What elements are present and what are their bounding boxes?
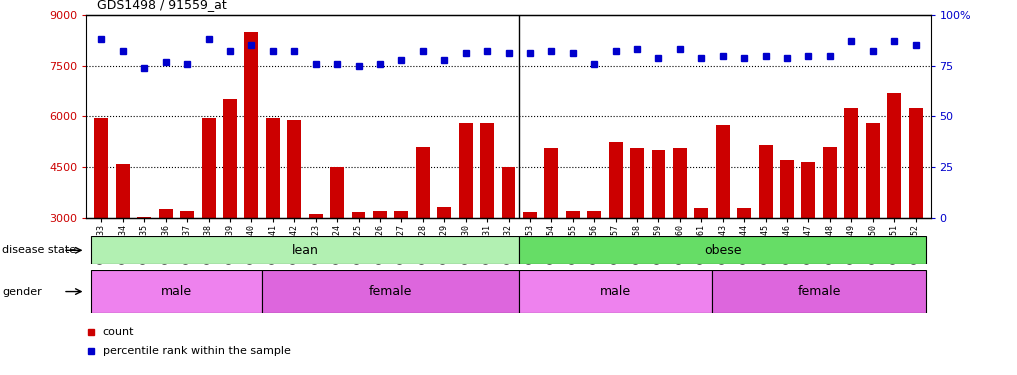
Bar	[501, 167, 516, 319]
Bar	[287, 120, 301, 319]
Bar	[565, 211, 580, 319]
Text: gender: gender	[2, 286, 42, 297]
Text: disease state: disease state	[2, 245, 76, 255]
Bar	[652, 150, 665, 319]
Text: count: count	[103, 327, 134, 337]
Bar	[844, 108, 858, 319]
Bar	[801, 162, 816, 319]
Bar	[695, 208, 708, 319]
Bar	[712, 270, 926, 313]
Bar	[180, 211, 194, 319]
Bar	[265, 118, 280, 319]
Bar	[437, 207, 452, 319]
Bar	[673, 148, 686, 319]
Bar	[608, 142, 622, 319]
Bar	[544, 148, 558, 319]
Bar	[244, 32, 258, 319]
Bar	[95, 118, 109, 319]
Bar	[137, 217, 152, 319]
Bar	[823, 147, 837, 319]
Bar	[480, 123, 494, 319]
Bar	[887, 93, 901, 319]
Bar	[780, 160, 794, 319]
Bar	[159, 209, 173, 319]
Bar	[309, 214, 322, 319]
Bar	[908, 108, 922, 319]
Text: female: female	[797, 285, 841, 298]
Text: female: female	[369, 285, 412, 298]
Text: male: male	[600, 285, 632, 298]
Bar	[631, 148, 644, 319]
Text: percentile rank within the sample: percentile rank within the sample	[103, 346, 291, 355]
Bar	[587, 211, 601, 319]
Bar	[737, 208, 752, 319]
Bar	[520, 270, 712, 313]
Bar	[91, 236, 520, 264]
Bar	[520, 236, 926, 264]
Bar	[373, 211, 386, 319]
Bar	[223, 99, 237, 319]
Text: obese: obese	[704, 244, 741, 257]
Bar	[716, 124, 730, 319]
Bar	[416, 147, 430, 319]
Bar	[395, 211, 409, 319]
Bar	[201, 118, 216, 319]
Bar	[865, 123, 880, 319]
Text: lean: lean	[292, 244, 318, 257]
Bar	[459, 123, 473, 319]
Bar	[262, 270, 520, 313]
Bar	[759, 145, 773, 319]
Bar	[91, 270, 262, 313]
Bar	[352, 212, 365, 319]
Text: male: male	[161, 285, 192, 298]
Bar	[331, 167, 344, 319]
Bar	[523, 212, 537, 319]
Text: GDS1498 / 91559_at: GDS1498 / 91559_at	[97, 0, 227, 11]
Bar	[116, 164, 130, 319]
